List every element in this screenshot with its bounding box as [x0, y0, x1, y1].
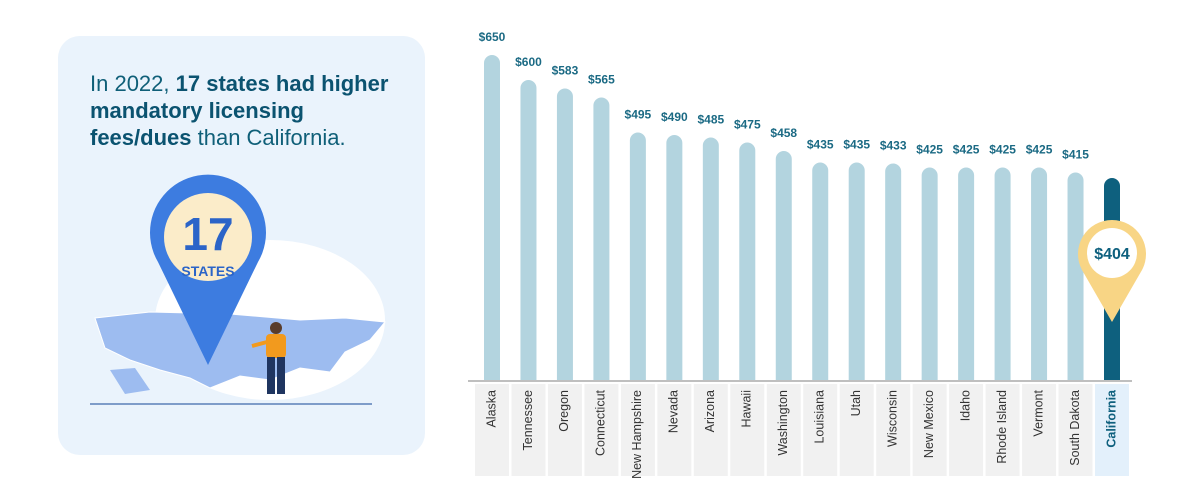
- category-box: [839, 384, 874, 476]
- value-label: $600: [515, 55, 542, 69]
- x-tick-label: Nevada: [667, 390, 681, 433]
- x-tick-label: Rhode Island: [995, 390, 1009, 464]
- value-label: $435: [807, 138, 834, 152]
- bar: [666, 135, 683, 380]
- category-box: [584, 384, 619, 476]
- x-tick-label: Wisconsin: [885, 390, 899, 447]
- value-label: $485: [697, 113, 724, 127]
- x-tick-label: Hawaii: [740, 390, 754, 428]
- bar: [921, 167, 938, 380]
- person: [251, 322, 286, 394]
- category-box: [876, 384, 911, 476]
- bar: [958, 167, 975, 380]
- bar: [629, 132, 646, 380]
- category-box: [949, 384, 984, 476]
- x-tick-label: South Dakota: [1068, 390, 1082, 466]
- category-box: [511, 384, 546, 476]
- bar: [702, 137, 719, 380]
- bar: [520, 80, 537, 380]
- value-label: $433: [880, 139, 907, 153]
- category-box: [620, 384, 655, 476]
- x-tick-label: Tennessee: [521, 390, 535, 451]
- value-label: $425: [916, 143, 943, 157]
- value-label: $435: [843, 138, 870, 152]
- category-box: [693, 384, 728, 476]
- category-box: [475, 384, 509, 476]
- category-box: [912, 384, 947, 476]
- category-box: [1095, 384, 1129, 476]
- category-box: [1058, 384, 1093, 476]
- pin-number: 17: [182, 208, 233, 260]
- x-tick-label: New Mexico: [922, 390, 936, 458]
- category-box: [730, 384, 765, 476]
- intro-text: In 2022, 17 states had higher mandatory …: [90, 70, 410, 151]
- x-tick-label: Connecticut: [594, 389, 608, 456]
- category-box: [803, 384, 838, 476]
- bar: [848, 162, 865, 380]
- bar: [484, 55, 500, 380]
- bar: [885, 163, 902, 380]
- x-tick-label: Louisiana: [813, 390, 827, 444]
- bar: [556, 88, 573, 380]
- pin-label: STATES: [181, 263, 234, 279]
- value-label: $425: [989, 143, 1016, 157]
- intro-lead: In 2022,: [90, 71, 176, 96]
- bar: [775, 151, 792, 380]
- bar: [593, 97, 610, 380]
- highlight-pin-circle: [1087, 228, 1137, 278]
- category-box: [766, 384, 801, 476]
- value-label: $495: [625, 108, 652, 122]
- intro-tail: than California.: [191, 125, 346, 150]
- x-tick-label: Utah: [849, 390, 863, 416]
- value-label: $565: [588, 73, 615, 87]
- value-label: $425: [1026, 143, 1053, 157]
- value-label: $650: [479, 30, 506, 44]
- value-label: $475: [734, 118, 761, 132]
- bar: [1067, 172, 1084, 380]
- bar: [1031, 167, 1048, 380]
- x-tick-label: Washington: [776, 390, 790, 456]
- x-tick-label: Oregon: [557, 390, 571, 432]
- x-tick-label: Vermont: [1031, 389, 1045, 436]
- bar: [812, 162, 829, 380]
- category-box: [985, 384, 1020, 476]
- x-tick-label: Arizona: [703, 390, 717, 432]
- us-map: [94, 311, 386, 389]
- category-box: [657, 384, 692, 476]
- value-label: $404: [1094, 246, 1130, 263]
- value-label: $583: [552, 64, 579, 78]
- category-box: [547, 384, 582, 476]
- value-label: $425: [953, 143, 980, 157]
- bar: [739, 142, 756, 380]
- value-label: $490: [661, 110, 688, 124]
- value-label: $415: [1062, 148, 1089, 162]
- value-label: $458: [770, 126, 797, 140]
- x-tick-label: Idaho: [958, 390, 972, 421]
- x-tick-label: California: [1104, 389, 1118, 448]
- x-tick-label: New Hampshire: [630, 390, 644, 479]
- category-box: [1022, 384, 1057, 476]
- alaska-shape: [110, 368, 150, 394]
- x-tick-label: Alaska: [484, 390, 498, 428]
- pin-circle: [164, 193, 252, 281]
- bar: [994, 167, 1011, 380]
- intro-bold: 17 states had higher mandatory licensing…: [90, 71, 389, 150]
